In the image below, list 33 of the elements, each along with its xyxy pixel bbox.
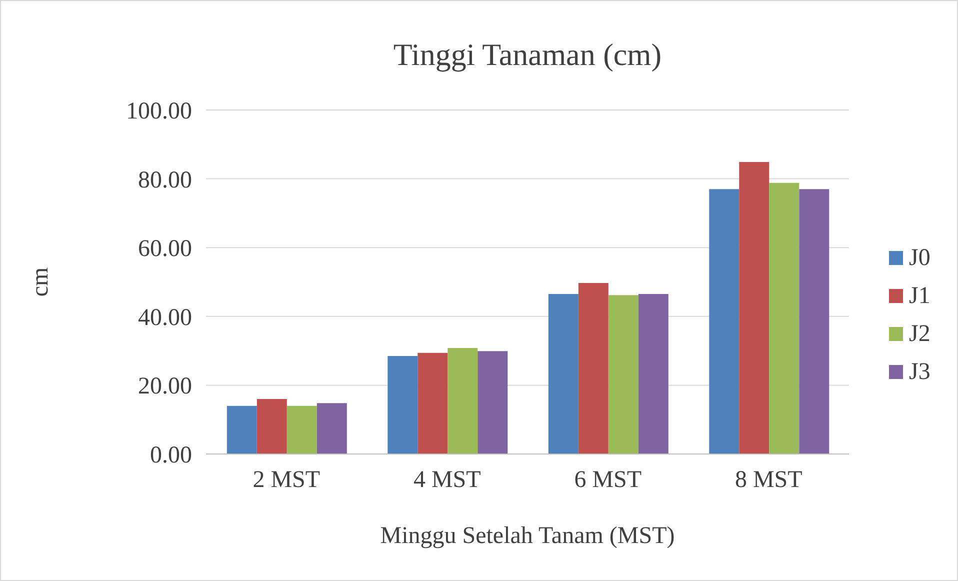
legend-label: J3: [909, 358, 930, 386]
bar: [578, 283, 608, 454]
bar: [739, 162, 770, 454]
legend-label: J2: [909, 320, 930, 348]
bar: [769, 182, 800, 454]
x-tick-label: 8 MST: [734, 467, 803, 494]
y-tick-label: 60.00: [138, 236, 192, 262]
x-axis-title: Minggu Setelah Tanam (MST): [379, 523, 676, 550]
bar: [226, 406, 257, 454]
bar: [478, 351, 508, 454]
bar: [256, 398, 287, 454]
y-tick-label: 100.00: [126, 98, 192, 125]
x-tick-label: 4 MST: [413, 467, 482, 494]
bar: [448, 348, 478, 454]
chart-title: Tinggi Tanaman (cm): [392, 37, 663, 73]
y-tick-label: 40.00: [138, 304, 192, 331]
legend-label: J0: [909, 244, 930, 272]
x-tick-label: 6 MST: [574, 467, 642, 494]
bar: [388, 356, 418, 454]
bar: [418, 352, 448, 454]
bar: [608, 295, 638, 454]
bar: [799, 189, 830, 454]
legend-label: J1: [909, 282, 930, 310]
y-tick-label: 80.00: [138, 167, 192, 194]
y-tick-label: 0.00: [150, 442, 192, 469]
y-tick-label: 20.00: [138, 374, 192, 400]
bar: [709, 189, 740, 454]
bar: [286, 406, 317, 454]
bar: [548, 294, 578, 454]
bar: [638, 294, 668, 454]
bar: [316, 403, 347, 454]
y-axis-title: cm: [28, 267, 54, 297]
x-tick-label: 2 MST: [252, 467, 320, 494]
